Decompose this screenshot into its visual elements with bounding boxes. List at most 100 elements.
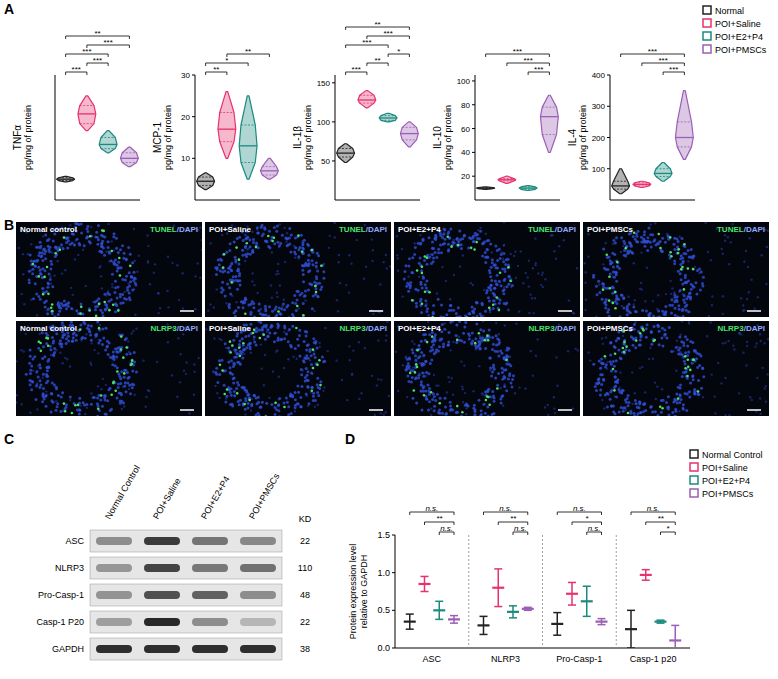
nucleus xyxy=(116,269,119,272)
nucleus xyxy=(683,294,686,297)
nucleus xyxy=(431,253,434,256)
panel-label: C xyxy=(4,431,14,447)
nucleus xyxy=(747,266,749,268)
nucleus xyxy=(67,339,70,342)
nucleus xyxy=(39,273,42,276)
tick-label: 60 xyxy=(461,125,470,134)
nucleus xyxy=(418,276,420,278)
violin xyxy=(379,113,397,122)
nucleus xyxy=(41,400,44,403)
nucleus xyxy=(253,316,256,317)
nucleus xyxy=(614,300,617,303)
nucleus xyxy=(673,296,676,299)
nucleus xyxy=(522,282,524,284)
nucleus xyxy=(328,247,330,249)
nucleus xyxy=(222,288,225,291)
nucleus xyxy=(411,299,414,302)
nucleus xyxy=(115,350,118,353)
nucleus xyxy=(598,283,600,285)
nucleus xyxy=(268,230,271,233)
nucleus xyxy=(159,307,161,309)
nucleus xyxy=(22,273,24,275)
nucleus xyxy=(241,249,244,252)
nucleus xyxy=(622,307,625,310)
mean-mark xyxy=(640,574,652,576)
nucleus xyxy=(86,236,89,239)
error-cap xyxy=(480,616,488,618)
nucleus xyxy=(540,284,542,286)
quartile-line xyxy=(101,148,115,149)
stain-dot xyxy=(277,310,280,313)
nucleus xyxy=(120,370,123,373)
nucleus xyxy=(245,255,248,258)
legend-swatch xyxy=(690,450,698,458)
nucleus xyxy=(89,242,92,245)
stain-dot xyxy=(98,303,101,306)
nucleus xyxy=(657,294,659,296)
stain-dot xyxy=(296,305,299,308)
nucleus xyxy=(171,374,173,376)
axis-label: pg/mg of protein xyxy=(163,105,173,170)
significance-label: * xyxy=(666,524,670,533)
nucleus xyxy=(86,236,89,239)
nucleus xyxy=(679,235,681,237)
axis-title: IL-10 xyxy=(432,126,443,149)
nucleus xyxy=(596,293,599,296)
nucleus xyxy=(54,252,56,254)
nucleus xyxy=(101,405,104,408)
nucleus xyxy=(283,227,285,229)
nucleus xyxy=(89,334,92,337)
nucleus xyxy=(304,294,307,297)
nucleus xyxy=(275,273,277,275)
nucleus xyxy=(602,283,605,286)
nucleus xyxy=(458,229,461,232)
nucleus xyxy=(481,302,484,305)
nucleus xyxy=(528,312,530,314)
nucleus xyxy=(249,313,252,316)
quartile-line xyxy=(478,188,492,189)
stain-dot xyxy=(297,234,300,237)
nucleus xyxy=(455,312,458,315)
nucleus xyxy=(496,274,499,277)
mean-mark xyxy=(419,583,431,585)
nucleus xyxy=(450,309,453,312)
nucleus xyxy=(505,258,508,261)
nucleus xyxy=(126,289,129,292)
category-label: ASC xyxy=(423,654,442,664)
nucleus xyxy=(97,297,100,300)
legend: Normal ControlPOI+SalinePOI+E2+P4POI+PMS… xyxy=(690,450,763,499)
nucleus xyxy=(237,263,240,266)
stain-dot xyxy=(255,246,258,249)
nucleus xyxy=(471,306,474,309)
nucleus xyxy=(451,241,454,244)
nucleus xyxy=(689,291,692,294)
nucleus xyxy=(196,262,198,264)
nucleus xyxy=(74,258,76,260)
nucleus xyxy=(371,260,373,262)
nucleus xyxy=(221,234,223,236)
nucleus xyxy=(757,296,759,298)
nucleus xyxy=(433,237,436,240)
tick-label: 40 xyxy=(461,148,470,157)
nucleus xyxy=(131,261,134,264)
quartile-line xyxy=(402,139,416,140)
nucleus xyxy=(69,399,71,401)
nucleus xyxy=(304,299,306,301)
nucleus xyxy=(244,298,247,301)
tick xyxy=(392,648,395,649)
nucleus xyxy=(90,226,92,228)
nucleus xyxy=(432,260,435,263)
nucleus xyxy=(345,284,347,286)
nucleus xyxy=(643,233,646,236)
nucleus xyxy=(322,277,325,280)
stain-dot xyxy=(680,268,683,271)
stain-dot xyxy=(314,285,317,288)
nucleus xyxy=(641,309,644,312)
panel-label: A xyxy=(4,1,14,17)
nucleus xyxy=(279,284,281,286)
stain-dot xyxy=(659,247,662,250)
nucleus xyxy=(694,281,697,284)
nucleus xyxy=(113,232,116,235)
stain-dot xyxy=(609,287,612,290)
nucleus xyxy=(38,386,41,389)
